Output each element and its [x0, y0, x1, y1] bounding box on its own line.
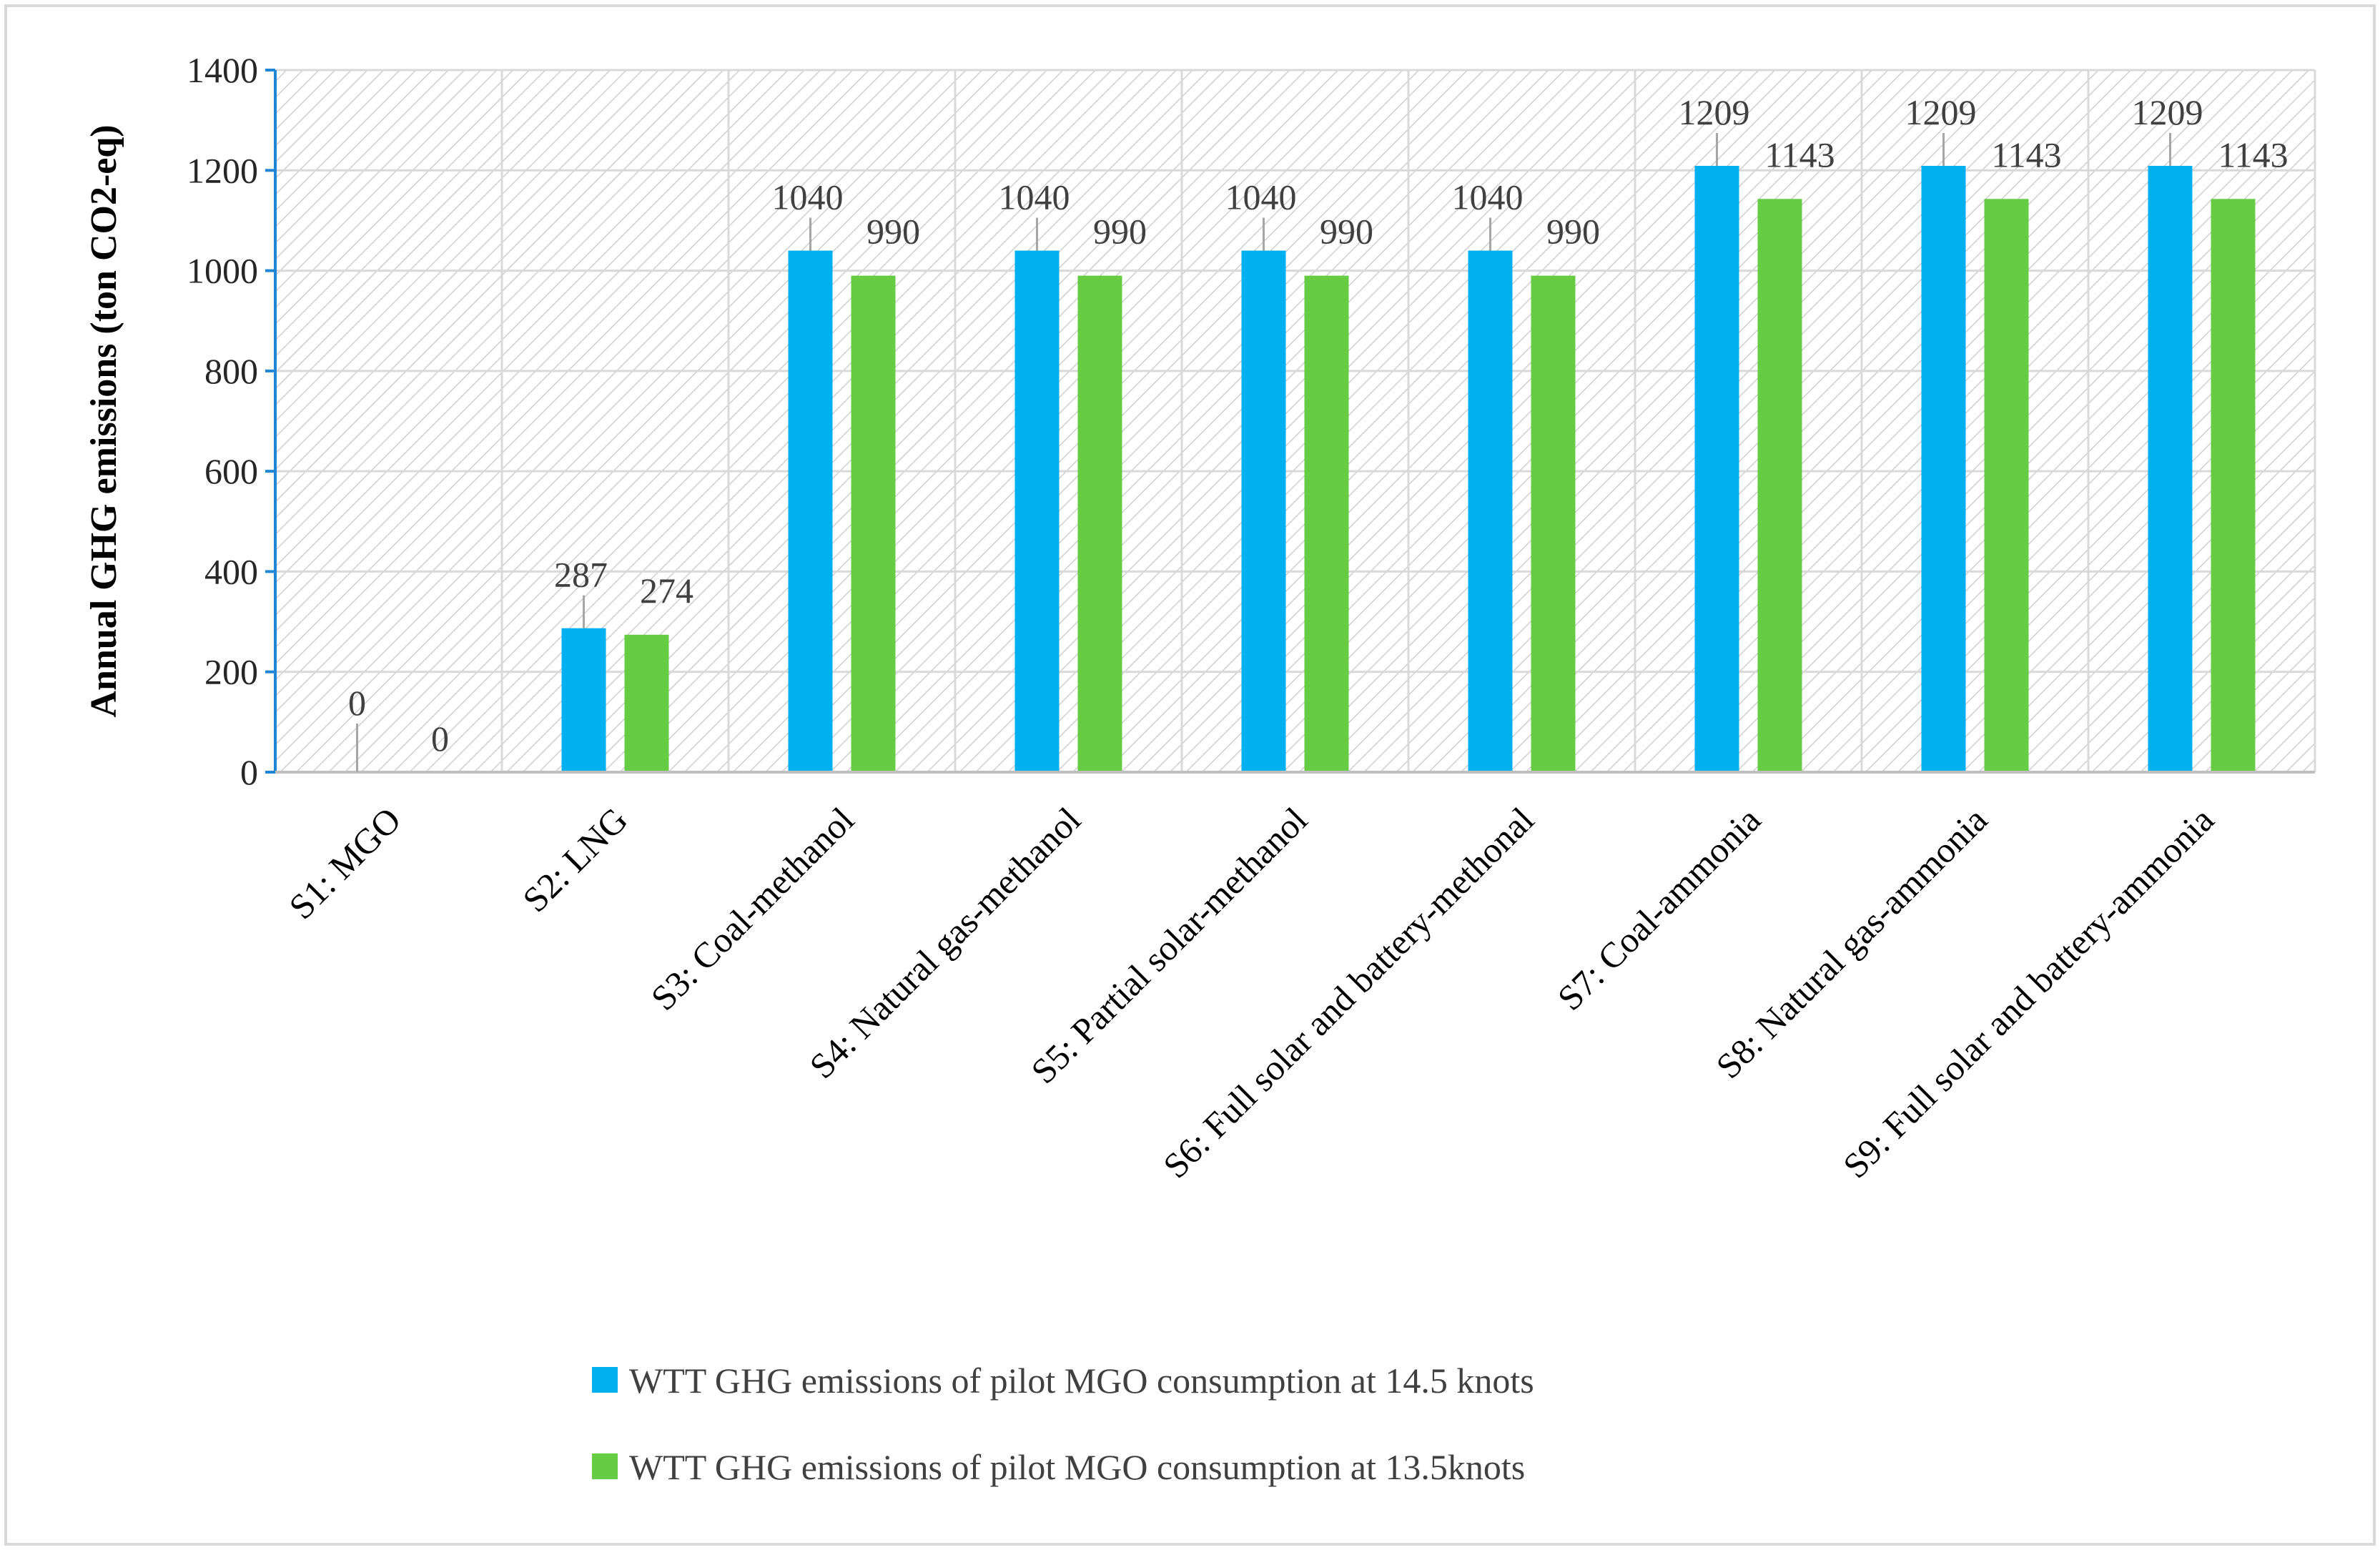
data-label-series-1-5: 1040: [1225, 177, 1297, 217]
data-label-series-1-3: 1040: [772, 177, 844, 217]
data-label-series-2-5: 990: [1320, 212, 1373, 252]
data-label-series-2-8: 1143: [1991, 134, 2061, 174]
bar-series-1-4: [1014, 250, 1060, 772]
data-label-series-1-2: 287: [554, 555, 608, 595]
bar-series-2-3: [851, 275, 896, 773]
bar-series-1-6: [1468, 250, 1513, 772]
bar-series-2-8: [1984, 199, 2029, 772]
y-tick-label-0: 0: [240, 752, 258, 792]
y-axis-title: Annual GHG emissions (ton CO2-eq): [84, 124, 124, 717]
data-label-series-2-9: 1143: [2218, 134, 2288, 174]
legend: WTT GHG emissions of pilot MGO consumpti…: [592, 1361, 1534, 1487]
y-tick-label-600: 600: [204, 451, 258, 491]
bar-series-2-9: [2211, 199, 2256, 772]
data-label-series-1-4: 1040: [999, 177, 1070, 217]
data-label-series-2-2: 274: [640, 571, 693, 611]
data-label-series-1-1: 0: [348, 683, 366, 723]
axes: [265, 69, 2315, 774]
y-tick-label-1200: 1200: [187, 150, 258, 190]
legend-swatch-series-1: [592, 1367, 618, 1393]
data-label-series-1-7: 1209: [1679, 92, 1750, 132]
bar-series-2-4: [1077, 275, 1122, 773]
bar-series-1-2: [561, 628, 606, 772]
bar-series-1-7: [1694, 165, 1739, 773]
data-label-series-1-6: 1040: [1452, 177, 1524, 217]
data-label-series-1-8: 1209: [1905, 92, 1977, 132]
data-labels: 0 287 1040 1040 1040 1040 1209 1209 1209 0 274 990 9…: [348, 92, 2288, 772]
legend-label-series-1: WTT GHG emissions of pilot MGO consumpti…: [629, 1361, 1534, 1401]
y-tick-label-1000: 1000: [187, 251, 258, 291]
y-tick-labels: 0 200 400 600 800 1000 1200 1400: [187, 50, 258, 792]
bar-series-2-5: [1304, 275, 1349, 773]
legend-swatch-series-2: [592, 1453, 618, 1479]
y-tick-label-400: 400: [204, 551, 258, 591]
legend-label-series-2: WTT GHG emissions of pilot MGO consumpti…: [629, 1447, 1525, 1487]
y-tick-label-200: 200: [204, 652, 258, 692]
data-label-series-2-3: 990: [866, 212, 920, 252]
bar-series-2-7: [1757, 199, 1802, 772]
data-label-series-2-1: 0: [431, 719, 449, 759]
bar-series-1-3: [788, 250, 833, 772]
data-label-series-2-4: 990: [1093, 212, 1147, 252]
data-label-series-2-7: 1143: [1764, 134, 1835, 174]
bar-series-1-9: [2148, 165, 2193, 773]
plot-area: [275, 70, 2315, 772]
bar-series-1-5: [1241, 250, 1286, 772]
gridlines: [274, 69, 2316, 774]
bar-series-2-2: [624, 634, 669, 772]
data-label-series-1-9: 1209: [2132, 92, 2203, 132]
y-tick-label-1400: 1400: [187, 50, 258, 90]
y-tick-label-800: 800: [204, 351, 258, 391]
bars: [561, 165, 2256, 773]
data-label-series-2-6: 990: [1546, 212, 1600, 252]
bar-series-1-8: [1921, 165, 1966, 773]
bar-series-2-6: [1531, 275, 1576, 773]
